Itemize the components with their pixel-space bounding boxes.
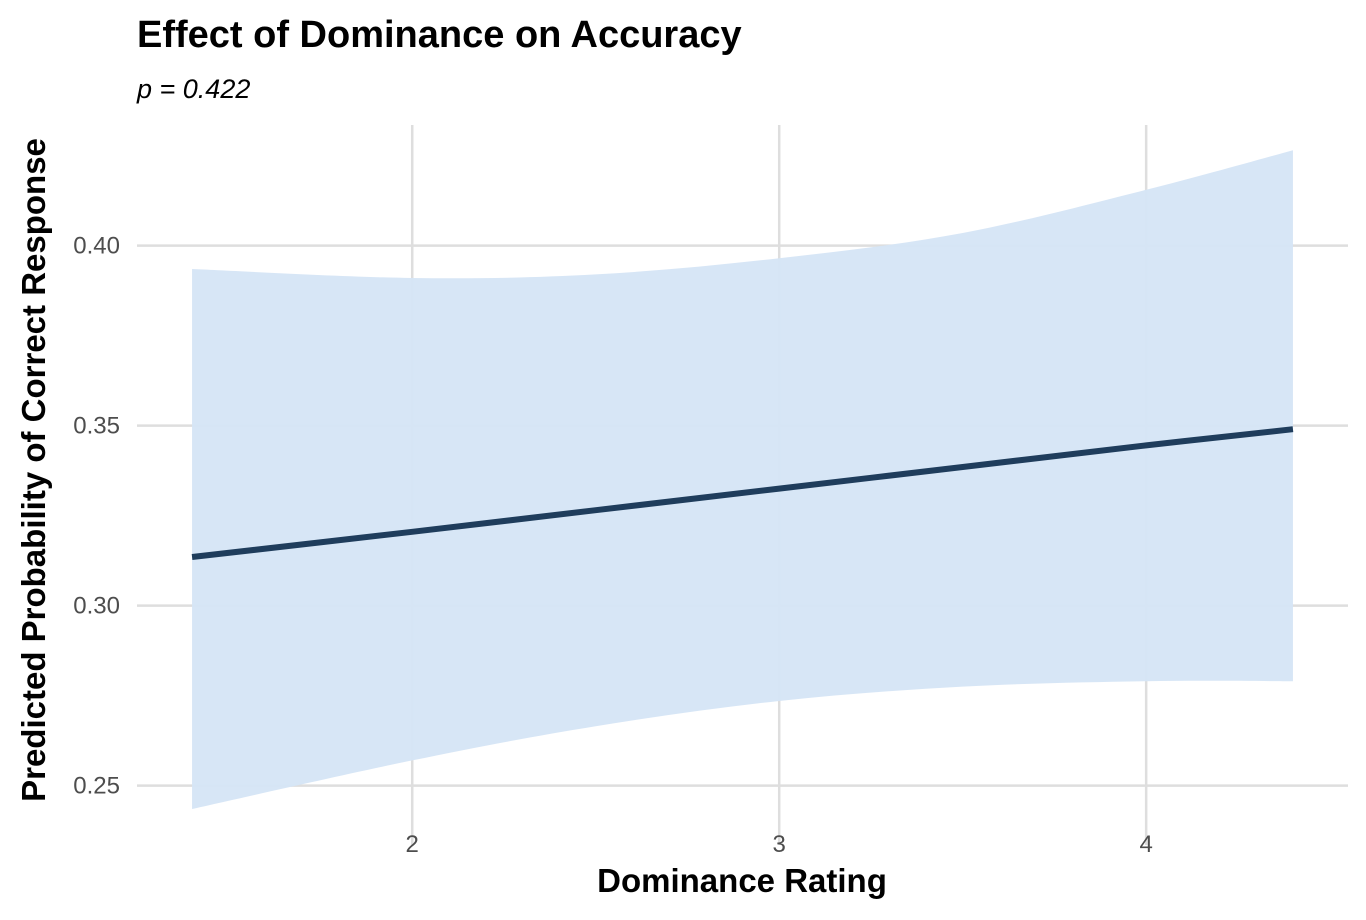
chart-subtitle: p = 0.422 — [137, 74, 251, 104]
line-layer — [191, 426, 1294, 560]
y-tick-label: 0.30 — [73, 593, 120, 620]
x-tick-label: 2 — [406, 831, 419, 858]
x-tick-label: 4 — [1139, 831, 1152, 858]
y-tick-label: 0.25 — [73, 773, 120, 800]
fit-line — [191, 426, 1294, 560]
x-tick-label: 3 — [773, 831, 786, 858]
x-axis-label: Dominance Rating — [597, 862, 887, 899]
chart-title: Effect of Dominance on Accuracy — [137, 14, 742, 56]
confidence-band — [192, 150, 1293, 809]
y-tick-label: 0.40 — [73, 233, 120, 260]
tick-layer: 2 3 4 0.25 0.30 0.35 0.40 — [73, 233, 1153, 858]
y-tick-label: 0.35 — [73, 413, 120, 440]
band-layer — [192, 150, 1293, 809]
y-axis-label: Predicted Probability of Correct Respons… — [15, 138, 52, 802]
